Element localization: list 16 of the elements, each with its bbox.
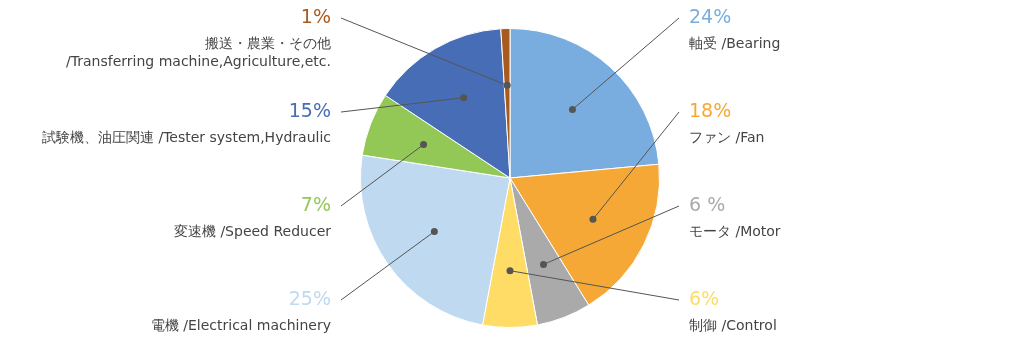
slice-label: ファン /Fan bbox=[689, 128, 765, 145]
slice-label: 軸受 /Bearing bbox=[689, 34, 781, 51]
data-label: 18% bbox=[689, 98, 732, 121]
data-label: 15% bbox=[288, 98, 331, 121]
data-label: 24% bbox=[689, 4, 732, 27]
data-label: 6% bbox=[689, 286, 720, 309]
data-label: 7% bbox=[300, 192, 331, 215]
data-label: 6 % bbox=[689, 192, 726, 215]
slice-label: 変速機 /Speed Reducer bbox=[173, 222, 332, 239]
slice-label: モータ /Motor bbox=[689, 222, 781, 239]
slice-label: 電機 /Electrical machinery bbox=[150, 316, 331, 333]
data-label: 1% bbox=[300, 4, 331, 27]
data-label: 25% bbox=[288, 286, 331, 309]
slice-label: 試験機、油圧関連 /Tester system,Hydraulic bbox=[41, 128, 331, 145]
slice-label: 制御 /Control bbox=[689, 316, 777, 333]
slice-label: 搬送・農業・その他 /Transferring machine,Agriculture,etc. bbox=[66, 34, 331, 69]
